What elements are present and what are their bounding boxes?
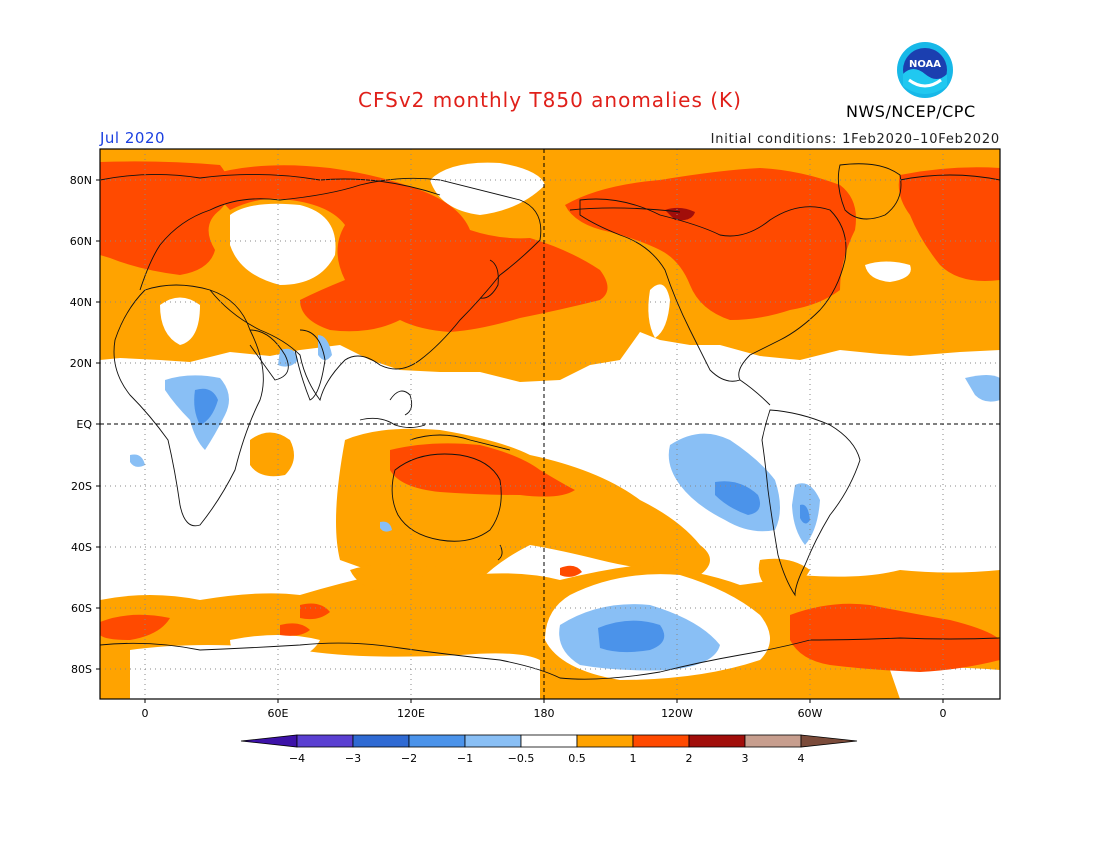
axis-ticks bbox=[96, 179, 944, 703]
longitude-labels: 0 60E 120E 180 120W 60W 0 bbox=[142, 707, 947, 720]
colorbar-swatch bbox=[464, 734, 522, 748]
colorbar-label: 2 bbox=[686, 752, 693, 765]
noaa-logo-icon: NOAA bbox=[897, 42, 953, 98]
colorbar-labels: −4 −3 −2 −1 −0.5 0.5 1 2 3 4 bbox=[289, 752, 805, 765]
colorbar-label: −3 bbox=[345, 752, 361, 765]
map-title: CFSv2 monthly T850 anomalies (K) bbox=[358, 88, 742, 112]
colorbar-swatch bbox=[632, 734, 690, 748]
lon-label: 0 bbox=[142, 707, 149, 720]
lat-label: 80N bbox=[70, 174, 92, 187]
lat-label: EQ bbox=[76, 418, 92, 431]
colorbar-label: −1 bbox=[457, 752, 473, 765]
colorbar-label: −2 bbox=[401, 752, 417, 765]
colorbar-label: −4 bbox=[289, 752, 305, 765]
colorbar bbox=[240, 734, 858, 748]
lon-label: 0 bbox=[940, 707, 947, 720]
lat-label: 60N bbox=[70, 235, 92, 248]
lon-label: 120W bbox=[661, 707, 693, 720]
anomaly-neg-1-2 bbox=[194, 388, 810, 653]
colorbar-label: 0.5 bbox=[568, 752, 586, 765]
colorbar-label: 4 bbox=[798, 752, 805, 765]
initial-conditions-label: Initial conditions: 1Feb2020–10Feb2020 bbox=[710, 132, 1000, 147]
colorbar-swatch bbox=[240, 734, 298, 748]
lat-label: 20N bbox=[70, 357, 92, 370]
coastlines bbox=[100, 163, 1000, 680]
colorbar-swatch bbox=[296, 734, 354, 748]
colorbar-swatch bbox=[800, 734, 858, 748]
lon-label: 60W bbox=[798, 707, 823, 720]
colorbar-label: −0.5 bbox=[508, 752, 535, 765]
anomaly-fields bbox=[100, 149, 1000, 699]
colorbar-swatch bbox=[352, 734, 410, 748]
lat-label: 40S bbox=[71, 541, 92, 554]
colorbar-swatch bbox=[576, 734, 634, 748]
colorbar-swatch bbox=[520, 734, 578, 748]
lat-label: 60S bbox=[71, 602, 92, 615]
colorbar-label: 1 bbox=[630, 752, 637, 765]
logo-text: NOAA bbox=[909, 59, 941, 70]
lat-label: 40N bbox=[70, 296, 92, 309]
colorbar-swatch bbox=[688, 734, 746, 748]
latitude-labels: 80N 60N 40N 20N EQ 20S 40S 60S 80S bbox=[70, 174, 93, 676]
lon-label: 60E bbox=[268, 707, 289, 720]
colorbar-swatch bbox=[744, 734, 802, 748]
lon-label: 180 bbox=[534, 707, 555, 720]
lat-label: 80S bbox=[71, 663, 92, 676]
lat-label: 20S bbox=[71, 480, 92, 493]
reference-lines bbox=[100, 149, 1000, 699]
colorbar-label: 3 bbox=[742, 752, 749, 765]
valid-month-label: Jul 2020 bbox=[100, 129, 166, 147]
agency-label: NWS/NCEP/CPC bbox=[846, 102, 976, 121]
lon-label: 120E bbox=[397, 707, 425, 720]
colorbar-swatch bbox=[408, 734, 466, 748]
